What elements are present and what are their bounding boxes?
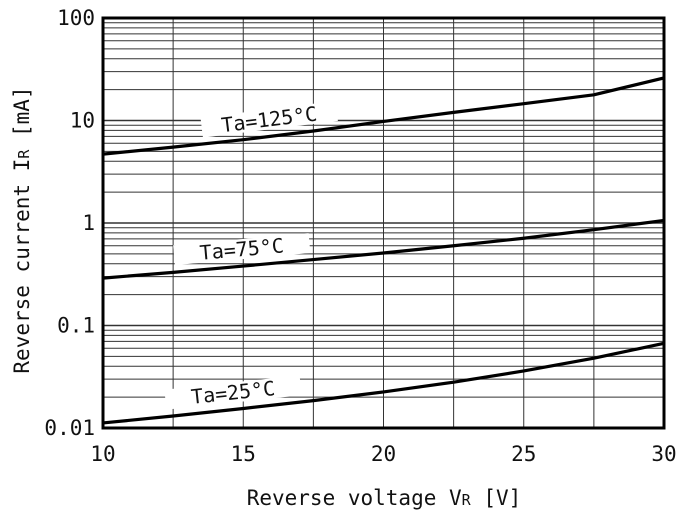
series-label: Ta=25°C [190, 376, 276, 409]
y-tick-label: 10 [70, 109, 95, 133]
y-tick-label: 1 [82, 211, 95, 235]
x-tick-label: 10 [90, 442, 115, 466]
series-line [102, 218, 665, 280]
series-label-group: Ta=75°C [173, 233, 311, 266]
plot-frame [101, 16, 666, 430]
series-label-background [173, 233, 311, 266]
series-label: Ta=75°C [199, 233, 285, 264]
x-tick-label: 20 [371, 442, 396, 466]
x-tick-label: 25 [511, 442, 536, 466]
x-axis-label: Reverse voltage VR [V] [247, 486, 522, 510]
series-label-background [200, 101, 338, 138]
x-tick-label: 15 [231, 442, 256, 466]
series-label-group: Ta=125°C [200, 101, 338, 138]
y-tick-label: 100 [57, 6, 95, 30]
grid-lines [102, 18, 665, 429]
y-axis-label: Reverse current IR [mA] [10, 86, 34, 373]
y-tick-label: 0.1 [57, 314, 95, 338]
series-line [102, 341, 665, 425]
series-label-background [164, 375, 302, 410]
x-tick-label: 30 [651, 442, 676, 466]
data-series [102, 76, 665, 425]
series-line [102, 76, 665, 156]
tick-labels: 10 15 20 25 30 0.01 0.1 1 10 100 [44, 6, 676, 466]
y-tick-label: 0.01 [44, 416, 95, 440]
